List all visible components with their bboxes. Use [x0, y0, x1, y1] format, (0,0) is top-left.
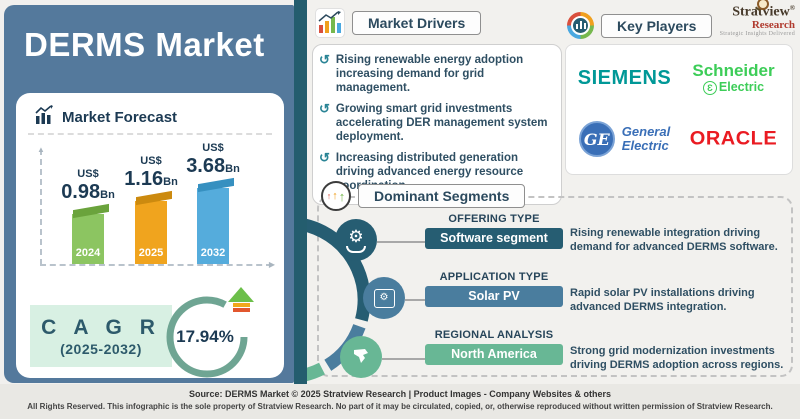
offering-badge: Software segment [425, 228, 563, 249]
bar-2032: US$ 3.68Bn 2032 [186, 143, 240, 264]
x-axis: ▶ [40, 260, 275, 269]
right-panel: Market Drivers ↺ Rising renewable energy… [307, 0, 800, 384]
connector-line [377, 241, 425, 243]
offering-gear-hands-icon: ⚙ [335, 219, 377, 261]
bar-2024-column: 2024 [72, 214, 104, 264]
bar-2025-column: 2025 [135, 201, 167, 264]
brand-name: Stratview® [732, 0, 795, 21]
bar-chart-icon [34, 105, 54, 130]
refresh-bullet-icon: ↺ [319, 52, 330, 67]
brand-sub: Research [751, 19, 795, 31]
key-players-header: Key Players [567, 12, 713, 39]
dashed-separator [28, 133, 272, 135]
cagr-period: (2025-2032) [60, 340, 142, 357]
key-players-card: SIEMENS Schneider Ɛ Electric GE General El… [565, 44, 793, 175]
bar-2025-value: US$ 1.16Bn [124, 155, 178, 190]
market-drivers-chart-icon [315, 8, 345, 38]
y-axis: ▲ [37, 145, 45, 265]
dominant-segments-header: ↑ ↑ ↑ Dominant Segments [321, 181, 526, 211]
cagr-section: C A G R (2025-2032) 17.94% [30, 287, 270, 378]
cagr-ring [166, 296, 248, 378]
general-electric-logo: GE General Electric [578, 121, 670, 157]
market-drivers-header: Market Drivers [315, 8, 482, 38]
axis-right-arrow-icon: ▶ [268, 260, 275, 269]
regional-description: Strong grid modernization investments dr… [570, 345, 784, 372]
market-forecast-header: Market Forecast [34, 105, 177, 130]
schneider-glyph: Ɛ [702, 81, 717, 95]
driver-item: ↺ Growing smart grid investments acceler… [319, 101, 548, 144]
footer: Source: DERMS Market © 2025 Stratview Re… [0, 384, 800, 419]
magnifier-icon [757, 0, 769, 11]
dominant-segments-box [317, 196, 793, 377]
oracle-logo: ORACLE [689, 128, 778, 149]
cagr-box: C A G R (2025-2032) [30, 305, 172, 367]
market-forecast-title: Market Forecast [62, 109, 178, 126]
regional-badge: North America [425, 344, 563, 365]
cagr-label: C A G R [41, 315, 161, 339]
dominant-segments-title: Dominant Segments [358, 184, 526, 208]
market-drivers-title: Market Drivers [352, 11, 482, 35]
connector-line [405, 299, 425, 301]
market-forecast-card: Market Forecast ▲ ▶ US$ 0.98Bn 2024 US$ … [16, 93, 284, 378]
bar-2024-value: US$ 0.98Bn [61, 168, 115, 203]
brand-tagline: Strategic Insights Delivered [719, 31, 795, 37]
key-players-title: Key Players [601, 13, 713, 38]
refresh-bullet-icon: ↺ [319, 150, 330, 166]
forecast-bar-chart: ▲ ▶ US$ 0.98Bn 2024 US$ 1.16Bn 2025 US$ … [26, 141, 275, 269]
driver-item: ↺ Rising renewable energy adoption incre… [319, 52, 524, 95]
axis-up-arrow-icon: ▲ [37, 145, 45, 154]
bar-2025: US$ 1.16Bn 2025 [124, 156, 178, 264]
refresh-bullet-icon: ↺ [319, 101, 330, 117]
segment-offering: OFFERING TYPE Software segment [425, 213, 563, 249]
bar-2032-value: US$ 3.68Bn [186, 142, 240, 177]
dominant-segments-icon: ↑ ↑ ↑ [321, 181, 351, 211]
schneider-electric-logo: Schneider Ɛ Electric [692, 61, 775, 95]
application-description: Rapid solar PV installations driving adv… [570, 287, 755, 314]
application-badge: Solar PV [425, 286, 563, 307]
page-title: DERMS Market [24, 26, 265, 63]
solar-panel-icon: ⚙ [363, 277, 405, 319]
north-america-icon [340, 336, 382, 378]
cagr-value: 17.94% [176, 327, 234, 346]
brand-logo: Stratview® Research Strategic Insights D… [700, 0, 795, 37]
ge-monogram-icon: GE [578, 121, 615, 157]
vertical-divider [294, 0, 307, 384]
siemens-logo: SIEMENS [577, 67, 672, 89]
bar-2032-column: 2032 [197, 188, 229, 264]
source-line: Source: DERMS Market © 2025 Stratview Re… [188, 389, 612, 399]
key-players-icon [567, 12, 594, 39]
rights-line: All Rights Reserved. This infographic is… [27, 402, 773, 411]
segment-application: APPLICATION TYPE Solar PV [425, 271, 563, 307]
bar-2024: US$ 0.98Bn 2024 [61, 169, 115, 264]
connector-line [382, 358, 425, 360]
market-drivers-card: ↺ Rising renewable energy adoption incre… [312, 44, 562, 206]
segment-regional: REGIONAL ANALYSIS North America [425, 329, 563, 365]
growth-up-arrow-icon [226, 287, 256, 312]
offering-description: Rising renewable integration driving dem… [570, 227, 778, 254]
